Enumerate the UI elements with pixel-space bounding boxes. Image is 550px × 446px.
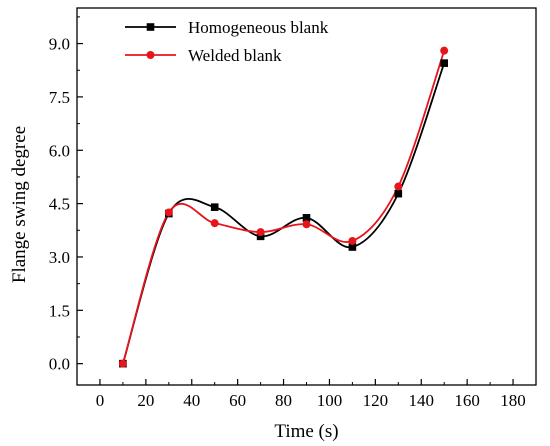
data-point-circle <box>256 228 265 237</box>
y-tick-label: 3.0 <box>49 248 70 267</box>
data-point-circle <box>210 219 219 228</box>
x-tick-label: 60 <box>229 391 246 410</box>
x-axis-label: Time (s) <box>274 421 338 442</box>
series-curves <box>122 50 446 364</box>
data-point-square <box>210 203 219 211</box>
data-point-square <box>394 189 403 198</box>
x-tick-label: 100 <box>317 391 343 410</box>
y-tick-label: 7.5 <box>49 88 70 107</box>
data-point-circle <box>302 220 311 229</box>
data-point-circle <box>348 236 357 245</box>
data-point-square <box>348 243 357 251</box>
x-tick-label: 180 <box>500 391 526 410</box>
y-tick-label: 1.5 <box>49 301 70 320</box>
x-tick-label: 80 <box>275 391 292 410</box>
legend-label-welded: Welded blank <box>188 46 282 65</box>
data-point-square <box>256 232 265 241</box>
y-tick-label: 6.0 <box>49 141 70 160</box>
x-tick-label: 0 <box>96 391 105 410</box>
x-tick-label: 40 <box>183 391 200 410</box>
data-point-circle <box>394 182 403 191</box>
data-point-circle <box>164 208 173 217</box>
series-markers <box>118 46 449 368</box>
legend-label-homogeneous: Homogeneous blank <box>188 18 329 37</box>
y-axis-label: Flange swing degree <box>9 126 30 283</box>
data-point-square <box>302 214 311 222</box>
y-tick-label: 9.0 <box>49 35 70 54</box>
legend: Homogeneous blank Welded blank <box>125 18 329 65</box>
x-axis-ticks: 0 20 40 60 80 100 120 140 160 180 <box>96 379 526 410</box>
data-point-circle <box>118 359 127 368</box>
y-axis-ticks: 0.0 1.5 3.0 4.5 6.0 7.5 9.0 <box>49 16 83 374</box>
x-tick-label: 140 <box>409 391 435 410</box>
series-line-1 <box>122 50 446 364</box>
plot-frame <box>76 7 537 386</box>
data-point-circle <box>440 46 449 55</box>
x-tick-label: 20 <box>137 391 154 410</box>
y-tick-label: 0.0 <box>49 355 70 374</box>
data-point-square <box>440 59 448 67</box>
y-tick-label: 4.5 <box>49 195 70 214</box>
legend-marker-homogeneous <box>146 23 155 31</box>
legend-marker-welded <box>146 51 155 59</box>
x-tick-label: 160 <box>454 391 480 410</box>
x-tick-label: 120 <box>363 391 389 410</box>
